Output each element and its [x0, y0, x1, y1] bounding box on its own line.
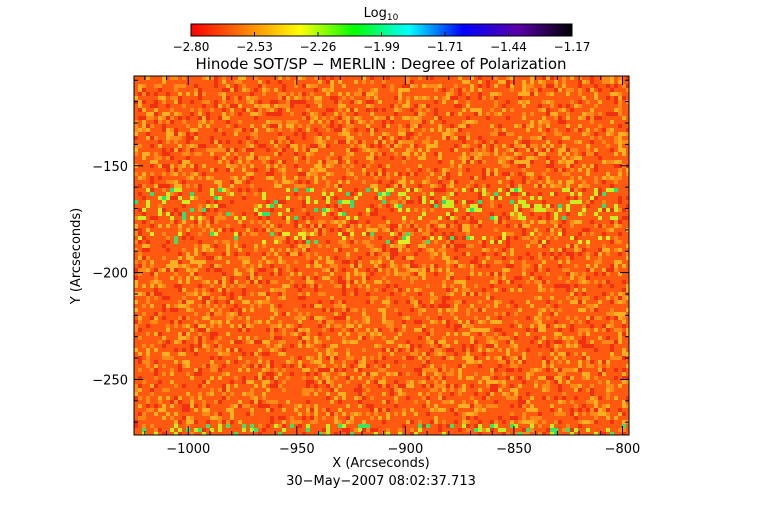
colorbar-tick-label: −1.71: [427, 40, 464, 54]
x-tick-label: −950: [279, 442, 315, 457]
x-axis: −1000 −950 −900 −850 −800: [144, 76, 641, 457]
y-tick-label: −200: [92, 267, 128, 282]
chart-title: Hinode SOT/SP − MERLIN : Degree of Polar…: [195, 55, 566, 73]
y-axis: −150 −200 −250: [92, 79, 629, 423]
footer-timestamp: 30−May−2007 08:02:37.713: [286, 474, 476, 489]
plot-frame: [133, 75, 630, 436]
colorbar-tick-label: −1.17: [554, 40, 591, 54]
colorbar: Log10 −2.80 −2.53 −2.26 −1.99 −1.71 −1.44 −1.1…: [173, 6, 591, 54]
x-tick-label: −900: [388, 442, 424, 457]
colorbar-tick-label: −1.99: [363, 40, 400, 54]
colorbar-tick-label: −2.26: [300, 40, 337, 54]
colorbar-ticks: −2.80 −2.53 −2.26 −1.99 −1.71 −1.44 −1.17: [173, 32, 591, 54]
heatmap-image: [134, 76, 629, 435]
x-tick-label: −800: [605, 442, 641, 457]
y-axis-label: Y (Arcseconds): [69, 208, 84, 305]
x-tick-label: −1000: [166, 442, 210, 457]
y-tick-label: −250: [92, 373, 128, 388]
colorbar-tick-label: −1.44: [490, 40, 527, 54]
colorbar-tick-label: −2.53: [236, 40, 273, 54]
x-axis-label: X (Arcseconds): [332, 456, 429, 471]
x-tick-label: −850: [496, 442, 532, 457]
colorbar-title: Log10: [364, 6, 399, 23]
colorbar-tick-label: −2.80: [173, 40, 210, 54]
y-tick-label: −150: [92, 160, 128, 175]
